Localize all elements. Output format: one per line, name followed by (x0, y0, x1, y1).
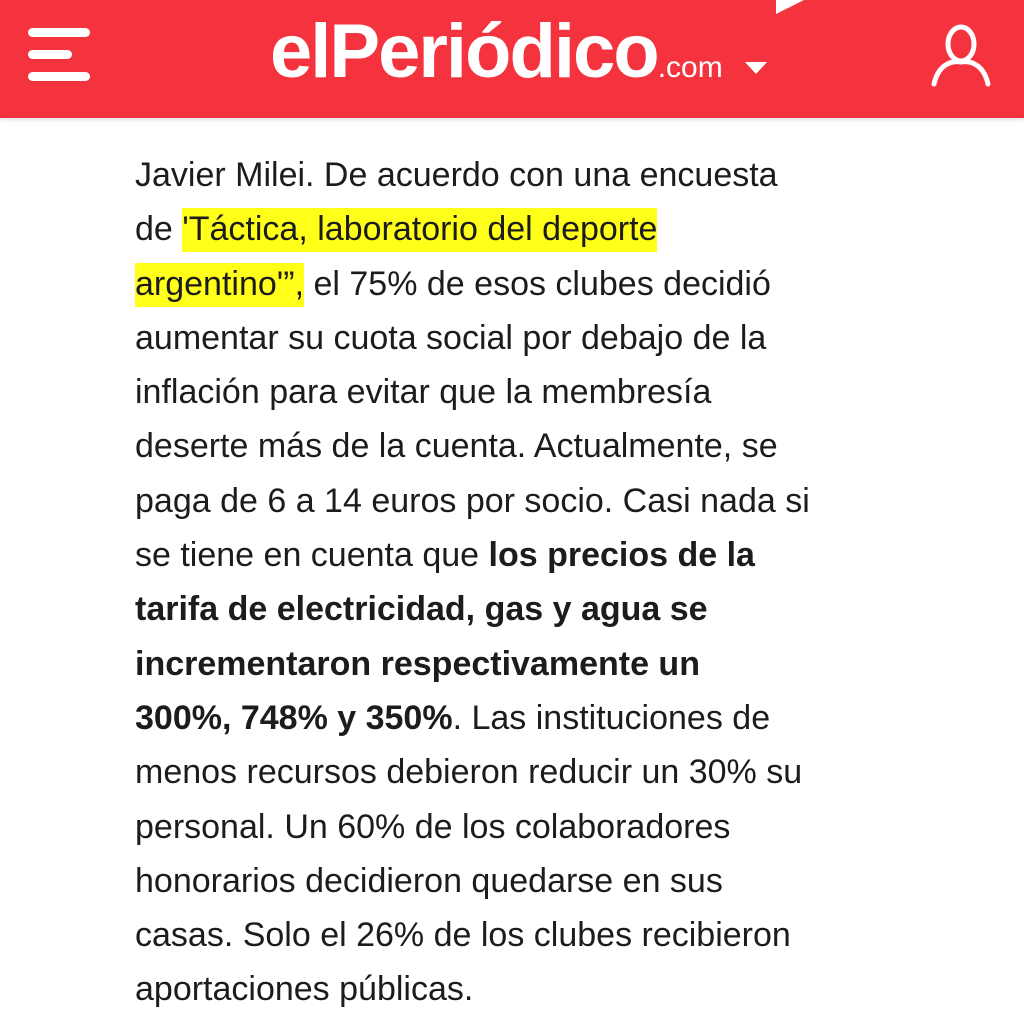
site-logo[interactable]: elPeriódico.com (270, 8, 723, 95)
article-line: tarifa de electricidad, gas y agua se (135, 582, 810, 636)
body-text: menos recursos debieron reducir un 30% s… (135, 753, 803, 792)
article-line: de 'Táctica, laboratorio del deporte (135, 202, 810, 256)
body-text: paga de 6 a 14 euros por socio. Casi nad… (135, 481, 810, 520)
logo-text: elPeriódico (270, 9, 660, 94)
article-line: aumentar su cuota social por debajo de l… (135, 311, 810, 365)
body-text: se tiene en cuenta que (135, 536, 489, 575)
article-line: paga de 6 a 14 euros por socio. Casi nad… (135, 474, 810, 528)
article-line: argentino'”, el 75% de esos clubes decid… (135, 257, 810, 311)
article-line: personal. Un 60% de los colaboradores (135, 800, 810, 854)
article-line: Javier Milei. De acuerdo con una encuest… (135, 148, 810, 202)
body-text: aportaciones públicas. (135, 970, 474, 1009)
body-text: el 75% de esos clubes decidió (304, 264, 771, 303)
hamburger-menu-icon[interactable] (28, 28, 92, 82)
caret-down-icon[interactable] (745, 62, 767, 74)
bold-text: tarifa de electricidad, gas y agua se (135, 590, 708, 629)
article-body: Javier Milei. De acuerdo con una encuest… (135, 148, 810, 1017)
site-header: elPeriódico.com (0, 0, 1024, 118)
body-text: honorarios decidieron quedarse en sus (135, 861, 723, 900)
corner-fold-icon (776, 0, 804, 14)
user-account-icon[interactable] (928, 22, 994, 88)
body-text: aumentar su cuota social por debajo de l… (135, 318, 767, 357)
article-line: se tiene en cuenta que los precios de la (135, 528, 810, 582)
bold-text: los precios de la (488, 536, 755, 575)
highlighted-link-text[interactable]: argentino'”, (135, 262, 305, 307)
body-text: casas. Solo el 26% de los clubes recibie… (135, 916, 791, 955)
bold-text: 300%, 748% y 350% (135, 698, 453, 737)
body-text: inflación para evitar que la membresía (135, 373, 712, 412)
body-text: . Las instituciones de (452, 698, 771, 737)
article-line: menos recursos debieron reducir un 30% s… (135, 745, 810, 799)
body-text: deserte más de la cuenta. Actualmente, s… (135, 427, 778, 466)
body-text: Javier Milei. De acuerdo con una encuest… (135, 156, 778, 194)
article-line: 300%, 748% y 350%. Las instituciones de (135, 691, 810, 745)
article-line: incrementaron respectivamente un (135, 637, 810, 691)
article-line: deserte más de la cuenta. Actualmente, s… (135, 419, 810, 473)
body-text: personal. Un 60% de los colaboradores (135, 807, 731, 846)
article-line: inflación para evitar que la membresía (135, 365, 810, 419)
article-line: aportaciones públicas. (135, 962, 810, 1016)
article-line: casas. Solo el 26% de los clubes recibie… (135, 908, 810, 962)
highlighted-link-text[interactable]: 'Táctica, laboratorio del deporte (182, 208, 658, 253)
body-text: de (135, 210, 183, 249)
bold-text: incrementaron respectivamente un (135, 644, 700, 683)
logo-domain: .com (657, 51, 723, 84)
article-line: honorarios decidieron quedarse en sus (135, 854, 810, 908)
